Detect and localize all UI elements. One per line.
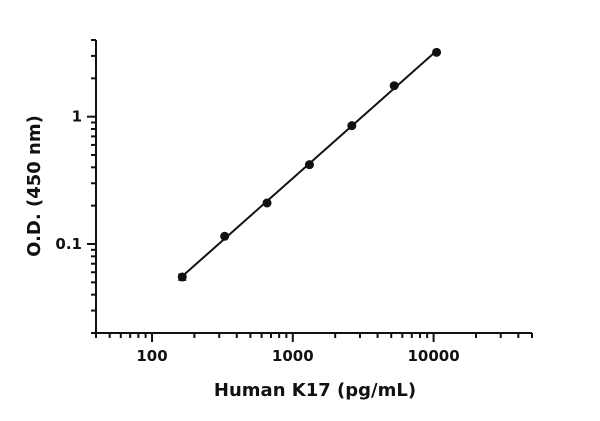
y-tick-label: 0.1 (55, 235, 82, 253)
y-axis-title: O.D. (450 nm) (24, 115, 45, 257)
data-point (177, 272, 187, 282)
data-point (347, 121, 357, 131)
y-ticks (87, 39, 96, 334)
axes (95, 40, 532, 334)
x-axis-title: Human K17 (pg/mL) (214, 380, 416, 401)
x-tick-labels: 100 1000 10000 (136, 347, 459, 365)
plot-area (177, 47, 442, 282)
x-tick-label: 100 (136, 347, 167, 365)
x-tick-label: 10000 (408, 347, 460, 365)
y-tick-labels: 0.11 (55, 108, 82, 253)
data-point (432, 47, 442, 57)
y-tick-label: 1 (72, 108, 82, 126)
x-ticks (95, 333, 533, 342)
data-point (304, 160, 314, 170)
data-point (389, 81, 399, 91)
x-tick-label: 1000 (272, 347, 314, 365)
data-point (262, 198, 272, 208)
data-point (220, 231, 230, 241)
